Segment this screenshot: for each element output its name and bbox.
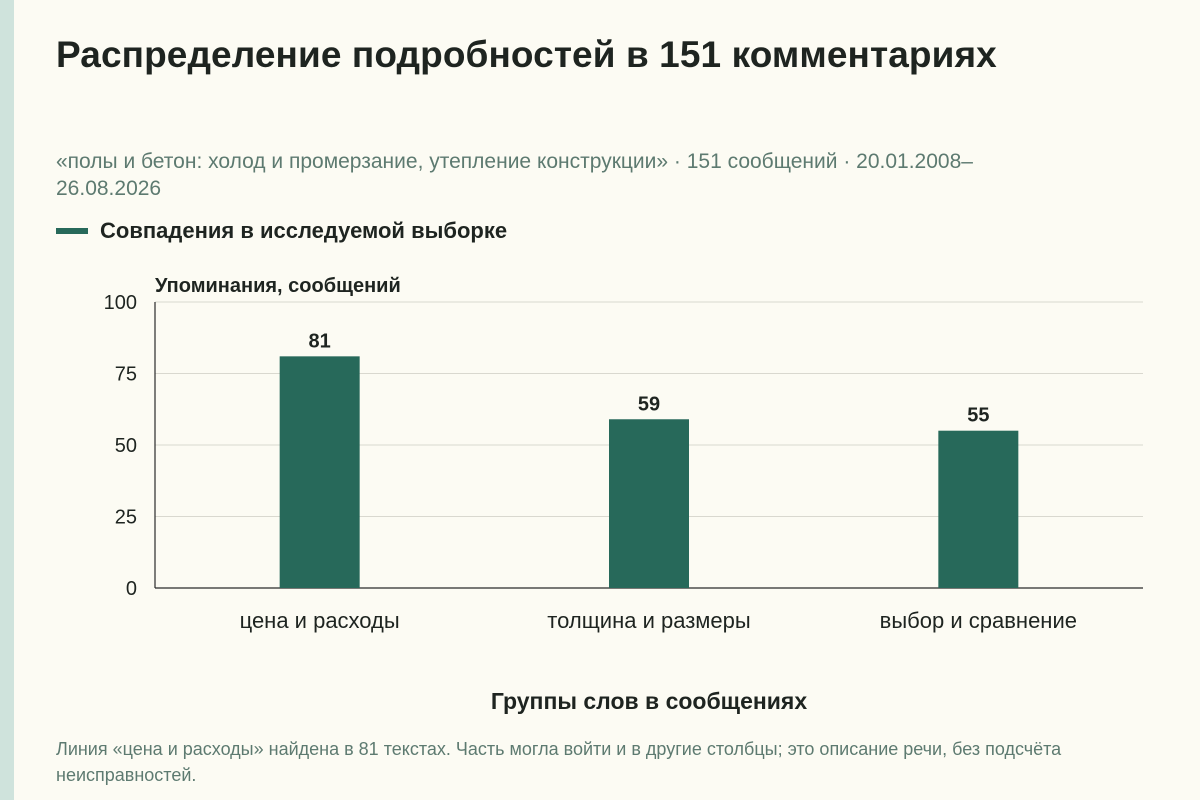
data-label: 55	[967, 405, 989, 427]
chart-caption: Линия «цена и расходы» найдена в 81 текс…	[56, 739, 1062, 785]
legend-label: Совпадения в исследуемой выборке	[100, 218, 508, 243]
bar	[938, 430, 1019, 588]
chart-title: Распределение подробностей в 151 коммент…	[56, 34, 997, 75]
x-tick-label: толщина и размеры	[547, 608, 750, 633]
data-label: 81	[309, 330, 331, 352]
y-tick-label: 75	[115, 364, 137, 386]
y-tick-label: 0	[126, 578, 137, 600]
y-tick-label: 25	[115, 507, 137, 529]
chart-subtitle: «полы и бетон: холод и промерзание, утеп…	[56, 150, 973, 200]
y-tick-label: 100	[104, 292, 137, 314]
y-axis-label: Упоминания, сообщений	[155, 275, 401, 297]
x-axis-label: Группы слов в сообщениях	[491, 688, 807, 714]
x-tick-label: цена и расходы	[240, 608, 400, 633]
data-label: 59	[638, 393, 660, 415]
legend: Совпадения в исследуемой выборке	[56, 218, 507, 244]
accent-strip	[0, 0, 14, 800]
legend-swatch	[56, 228, 88, 234]
bar	[609, 419, 689, 588]
x-tick-label: выбор и сравнение	[880, 608, 1077, 633]
y-tick-label: 50	[115, 435, 137, 457]
bar	[279, 356, 360, 588]
